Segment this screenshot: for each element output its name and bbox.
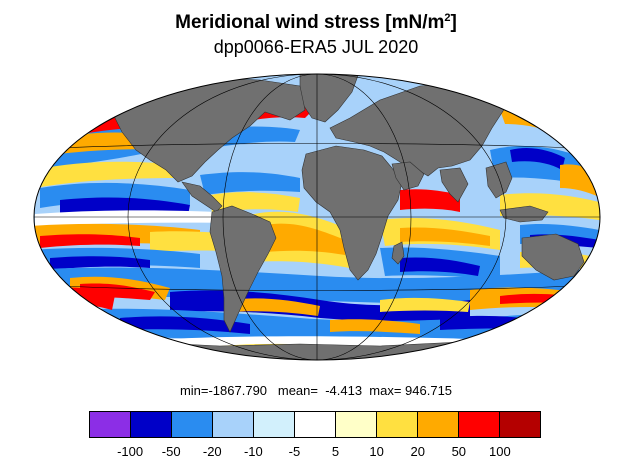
india	[439, 167, 469, 203]
colorbar-tick-label: 20	[410, 444, 425, 459]
colorbar-segment	[459, 412, 500, 437]
title-close: ]	[450, 12, 457, 33]
central-america	[181, 181, 223, 213]
north-america	[111, 77, 306, 183]
colorbar-segment	[418, 412, 459, 437]
colorbar-tick-label: -100	[117, 444, 144, 459]
colorbar-tick-label: 100	[489, 444, 511, 459]
graticule	[34, 74, 600, 360]
colorbar-tick-labels: -100 -50 -20 -10 -5 5 10 20 50 100	[0, 444, 632, 462]
antarctica	[34, 341, 600, 360]
south-america	[209, 205, 277, 333]
colorbar-segment	[295, 412, 336, 437]
colorbar-segment	[254, 412, 295, 437]
colorbar-tick-label: 10	[369, 444, 384, 459]
chart-subtitle: dpp0066-ERA5 JUL 2020	[213, 37, 419, 57]
arabia	[391, 161, 425, 191]
southeast-asia	[485, 161, 513, 199]
colorbar-segment	[500, 412, 540, 437]
map-border	[33, 73, 601, 361]
colorbar-segment	[213, 412, 254, 437]
colorbar-tick-label: -20	[202, 444, 222, 459]
colorbar-tick-label: -5	[288, 444, 301, 459]
colorbar-segment	[90, 412, 131, 437]
colorbar-segment	[131, 412, 172, 437]
indonesia	[499, 205, 549, 223]
colorbar-tick-label: 50	[451, 444, 467, 459]
colorbar-tick-label: -50	[161, 444, 181, 459]
colorbar-segment	[377, 412, 418, 437]
colorbar-tick-label: -10	[243, 444, 263, 459]
title-text: Meridional wind stress [mN/m	[175, 12, 445, 33]
colorbar-tick-label: 5	[331, 444, 340, 459]
madagascar	[391, 241, 405, 265]
colorbar-segment	[336, 412, 377, 437]
africa	[301, 145, 403, 281]
colorbar	[89, 411, 541, 438]
stats-line: min=-1867.790 mean= -4.413 max= 946.715	[179, 383, 453, 398]
australia	[521, 233, 585, 281]
world-map	[33, 73, 601, 361]
colorbar-segment	[172, 412, 213, 437]
title-superscript: 2	[444, 12, 451, 24]
chart-title: Meridional wind stress [mN/m2]	[0, 6, 632, 35]
